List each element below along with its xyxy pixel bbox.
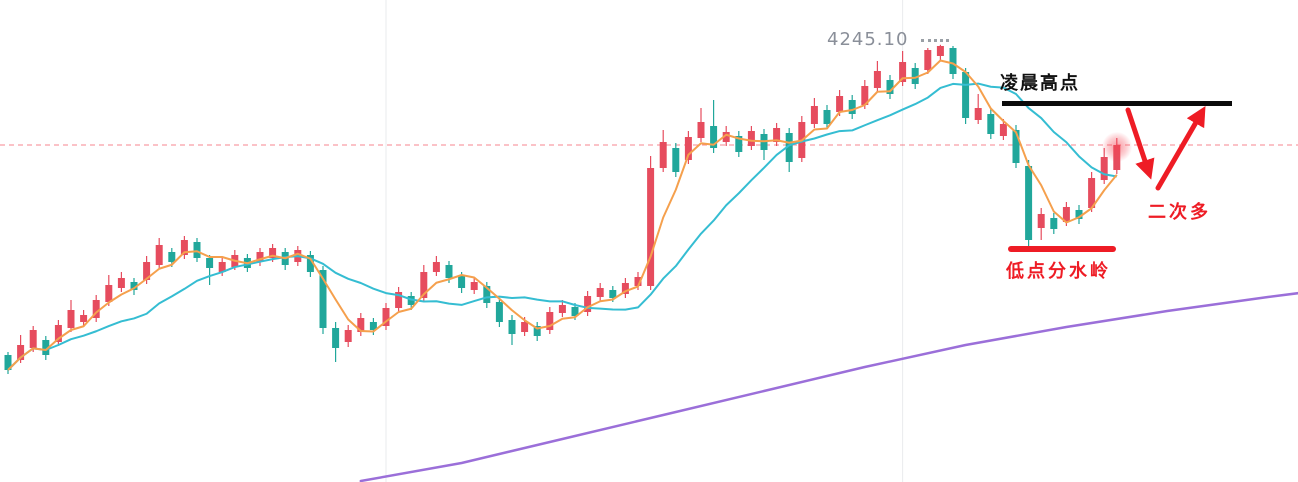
candle-body	[42, 340, 50, 355]
candle-body	[470, 282, 478, 290]
ma-long-line[interactable]	[359, 291, 1298, 482]
candle-body	[584, 296, 592, 312]
candle-body	[823, 110, 831, 124]
alert-dotted-segment	[921, 39, 949, 42]
candle-body	[332, 328, 340, 348]
candle-body	[659, 142, 667, 168]
candle-body	[1037, 214, 1045, 228]
candle-body	[130, 282, 138, 290]
candle-body	[1100, 157, 1108, 180]
candle-body	[949, 48, 957, 74]
candle-body	[634, 277, 642, 286]
candle-body	[785, 133, 793, 162]
candle-body	[974, 108, 982, 120]
candle-body	[117, 278, 125, 288]
candle-body	[344, 330, 352, 342]
candles-layer	[4, 44, 1121, 374]
candle-body	[571, 307, 579, 316]
candle-body	[647, 168, 655, 286]
candle-body	[1050, 218, 1058, 229]
candle-body	[445, 265, 453, 278]
candle-body	[773, 128, 781, 142]
candle-body	[105, 285, 113, 302]
candle-body	[999, 124, 1007, 136]
last-candle-glow	[1102, 132, 1132, 162]
candle-body	[395, 292, 403, 308]
candle-body	[483, 286, 491, 303]
candle-body	[155, 245, 163, 265]
candle-body	[4, 355, 12, 370]
candle-body	[533, 326, 541, 336]
candle-body	[596, 288, 604, 297]
resistance-line-drawing[interactable]	[1002, 101, 1232, 106]
candle-body	[17, 345, 25, 360]
candle-body	[143, 262, 151, 280]
candle-body	[420, 272, 428, 298]
high-price-label: 4245.10	[827, 29, 909, 50]
candle-body	[810, 106, 818, 124]
candle-body	[936, 46, 944, 56]
candle-body	[168, 252, 176, 262]
ma-mid-line[interactable]	[7, 82, 1117, 371]
candle-body	[269, 248, 277, 258]
ma-fast-line[interactable]	[7, 59, 1118, 371]
candle-body	[256, 252, 264, 262]
candle-body	[382, 308, 390, 326]
candle-body	[1088, 178, 1096, 208]
candle-body	[67, 310, 75, 328]
candle-body	[29, 330, 37, 348]
candle-body	[357, 318, 365, 332]
candle-body	[193, 242, 201, 258]
candle-body	[924, 50, 932, 70]
candle-body	[558, 305, 566, 313]
v-arrow-drawing[interactable]	[1118, 95, 1228, 207]
candle-body	[369, 322, 377, 330]
candle-body	[1025, 166, 1033, 240]
candle-body	[206, 258, 214, 268]
candle-body	[508, 320, 516, 334]
candle-body	[432, 262, 440, 272]
candle-body	[672, 148, 680, 172]
candle-body	[319, 270, 327, 328]
candle-body	[747, 131, 755, 146]
candle-body	[609, 290, 617, 298]
support-line-drawing[interactable]	[1008, 246, 1116, 252]
candle-body	[495, 302, 503, 322]
candle-body	[458, 276, 466, 288]
candle-body	[911, 68, 919, 84]
candle-body	[873, 71, 881, 88]
candle-body	[697, 122, 705, 138]
candle-body	[621, 283, 629, 294]
candle-body	[861, 86, 869, 105]
second-long-label[interactable]: 二次多	[1148, 202, 1211, 223]
candle-body	[710, 126, 718, 148]
candle-body	[836, 96, 844, 112]
candle-body	[1075, 210, 1083, 219]
watershed-label[interactable]: 低点分水岭	[1006, 261, 1111, 282]
candle-body	[722, 132, 730, 142]
candle-body	[735, 136, 743, 152]
candle-body	[92, 300, 100, 318]
candle-body	[899, 62, 907, 82]
candle-body	[80, 315, 88, 322]
candle-body	[180, 240, 188, 255]
candle-body	[521, 322, 529, 332]
candle-body	[684, 137, 692, 160]
candle-body	[1062, 207, 1070, 222]
candle-body	[886, 80, 894, 94]
candle-body	[962, 72, 970, 118]
arrow-up-stroke	[1155, 105, 1206, 191]
candle-body	[546, 312, 554, 330]
candle-body	[987, 114, 995, 134]
candle-body	[54, 325, 62, 342]
candle-body	[848, 100, 856, 114]
morning-high-label[interactable]: 凌晨高点	[1000, 73, 1080, 94]
arrow-down-stroke	[1125, 107, 1155, 180]
candle-body	[218, 262, 226, 272]
candle-body	[306, 255, 314, 272]
candle-body	[1012, 130, 1020, 163]
